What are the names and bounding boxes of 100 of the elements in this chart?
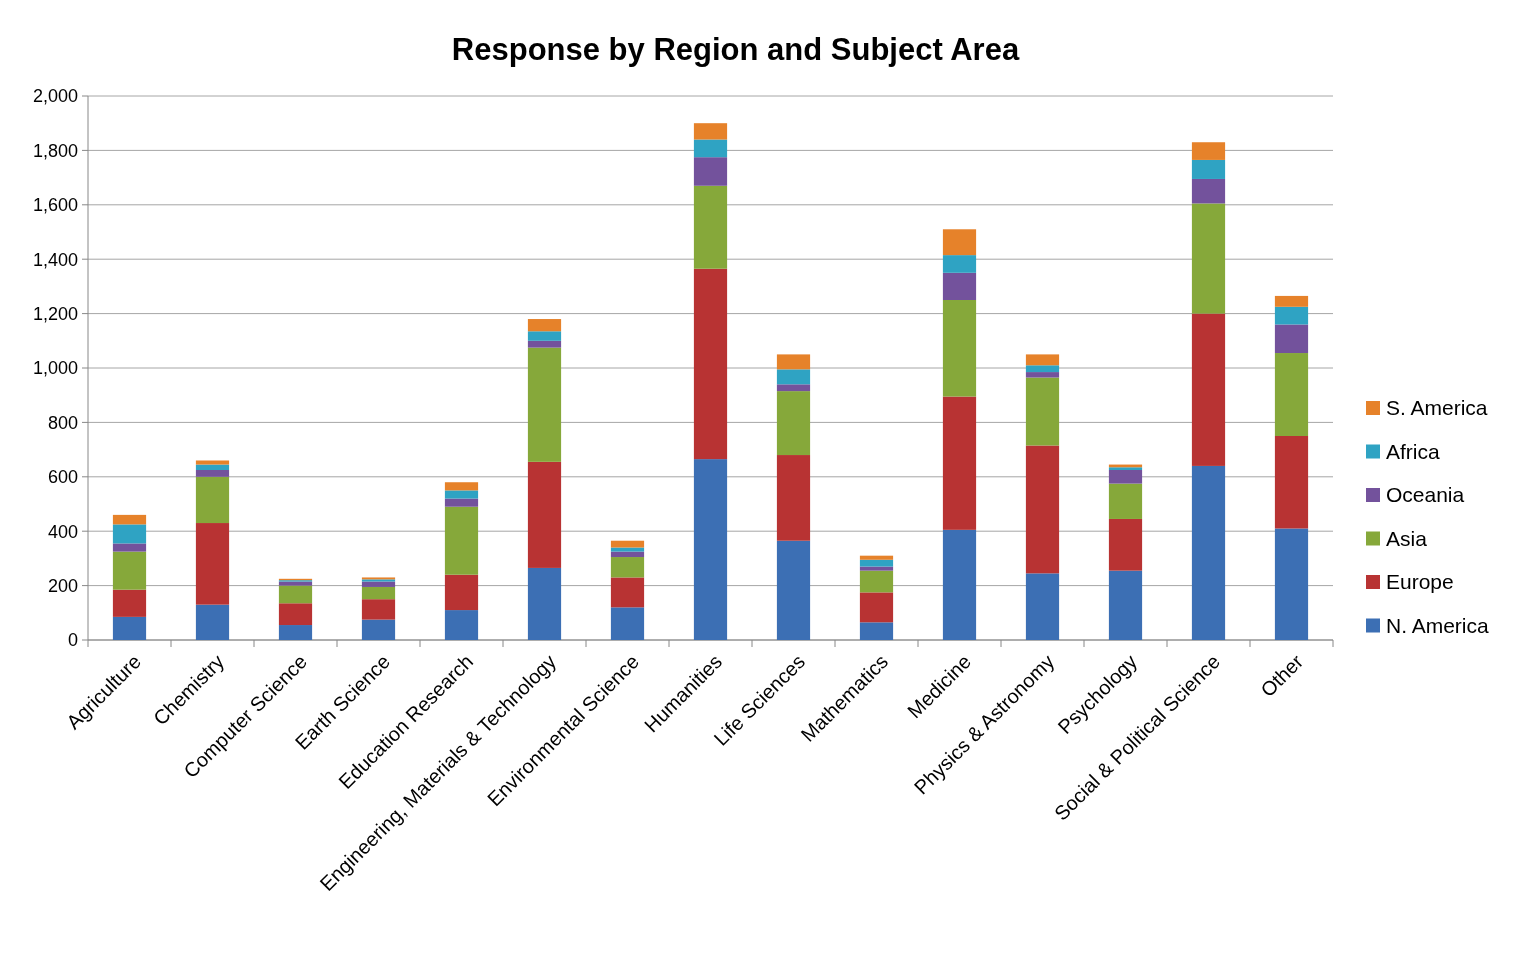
bar bbox=[1191, 159, 1226, 179]
bar bbox=[1025, 377, 1060, 446]
bar bbox=[1108, 518, 1143, 571]
bar bbox=[527, 331, 562, 341]
bar bbox=[1274, 324, 1309, 354]
bar bbox=[693, 123, 728, 140]
y-tick-label: 2,000 bbox=[32, 86, 78, 107]
bar bbox=[1108, 483, 1143, 519]
legend-label: N. America bbox=[1386, 613, 1490, 637]
bar bbox=[278, 585, 313, 604]
bar bbox=[527, 319, 562, 332]
bar bbox=[859, 555, 894, 560]
bar bbox=[859, 570, 894, 593]
legend-label: Oceania bbox=[1386, 483, 1465, 507]
bar bbox=[942, 396, 977, 530]
bar bbox=[610, 551, 645, 558]
bar bbox=[610, 540, 645, 548]
bar bbox=[361, 586, 396, 600]
bar bbox=[112, 543, 147, 552]
bar bbox=[527, 340, 562, 348]
bar bbox=[278, 625, 313, 640]
bar bbox=[361, 619, 396, 640]
bar bbox=[1025, 354, 1060, 366]
y-tick-label: 800 bbox=[47, 412, 78, 433]
bar bbox=[776, 354, 811, 370]
y-tick-label: 1,600 bbox=[32, 195, 78, 216]
bar bbox=[195, 464, 230, 470]
y-tick-label: 600 bbox=[47, 467, 78, 488]
y-tick-label: 1,200 bbox=[32, 303, 78, 324]
bar bbox=[1274, 528, 1309, 640]
y-tick-label: 1,000 bbox=[32, 358, 78, 379]
bar bbox=[1274, 306, 1309, 325]
bar bbox=[1108, 570, 1143, 640]
bar bbox=[859, 622, 894, 640]
bar bbox=[112, 616, 147, 640]
bar bbox=[776, 391, 811, 456]
bar bbox=[278, 581, 313, 586]
bar bbox=[942, 529, 977, 640]
bar bbox=[776, 455, 811, 541]
legend-label: Asia bbox=[1386, 526, 1428, 550]
bar bbox=[610, 557, 645, 578]
bar bbox=[444, 574, 479, 611]
bar bbox=[776, 369, 811, 385]
bar bbox=[942, 300, 977, 397]
bar bbox=[1191, 178, 1226, 204]
bar bbox=[693, 185, 728, 269]
bar bbox=[112, 589, 147, 617]
chart-title: Response by Region and Subject Area bbox=[451, 32, 1020, 67]
bar bbox=[859, 559, 894, 567]
y-tick-label: 200 bbox=[47, 575, 78, 596]
bar bbox=[693, 459, 728, 640]
bar bbox=[112, 514, 147, 525]
bar bbox=[527, 347, 562, 462]
bar bbox=[859, 592, 894, 623]
bar bbox=[693, 139, 728, 158]
bar bbox=[112, 551, 147, 590]
bar bbox=[1274, 295, 1309, 307]
bar bbox=[444, 482, 479, 491]
bar bbox=[1108, 470, 1143, 484]
bar bbox=[195, 470, 230, 477]
y-tick-label: 1,400 bbox=[32, 249, 78, 270]
bar bbox=[1025, 573, 1060, 640]
bar bbox=[1025, 372, 1060, 378]
bar bbox=[195, 604, 230, 640]
legend-label: Europe bbox=[1386, 570, 1454, 594]
bar bbox=[1191, 142, 1226, 160]
bar bbox=[1025, 445, 1060, 574]
bar bbox=[195, 460, 230, 465]
bar bbox=[112, 524, 147, 544]
legend-label: S. America bbox=[1386, 396, 1488, 420]
bar bbox=[1274, 436, 1309, 529]
bar bbox=[527, 461, 562, 568]
bar bbox=[1191, 465, 1226, 640]
bar bbox=[693, 157, 728, 186]
bar bbox=[195, 476, 230, 524]
bar bbox=[610, 547, 645, 552]
bar bbox=[195, 523, 230, 605]
y-tick-label: 1,800 bbox=[32, 140, 78, 161]
legend-label: Africa bbox=[1386, 439, 1440, 463]
bar bbox=[942, 255, 977, 273]
bar bbox=[776, 384, 811, 392]
bar bbox=[859, 566, 894, 571]
bar bbox=[444, 490, 479, 499]
bar bbox=[776, 540, 811, 640]
bar bbox=[1191, 203, 1226, 314]
bar bbox=[942, 229, 977, 256]
bar bbox=[610, 607, 645, 640]
y-tick-label: 400 bbox=[47, 521, 78, 542]
bar bbox=[1274, 353, 1309, 436]
bar bbox=[610, 577, 645, 608]
bar bbox=[444, 610, 479, 640]
bar bbox=[278, 603, 313, 626]
bar bbox=[361, 599, 396, 620]
bar bbox=[444, 506, 479, 575]
bar bbox=[527, 567, 562, 640]
bar bbox=[1191, 313, 1226, 466]
bar bbox=[1025, 365, 1060, 373]
bar bbox=[361, 581, 396, 587]
bar bbox=[444, 498, 479, 507]
y-tick-label: 0 bbox=[67, 630, 78, 651]
